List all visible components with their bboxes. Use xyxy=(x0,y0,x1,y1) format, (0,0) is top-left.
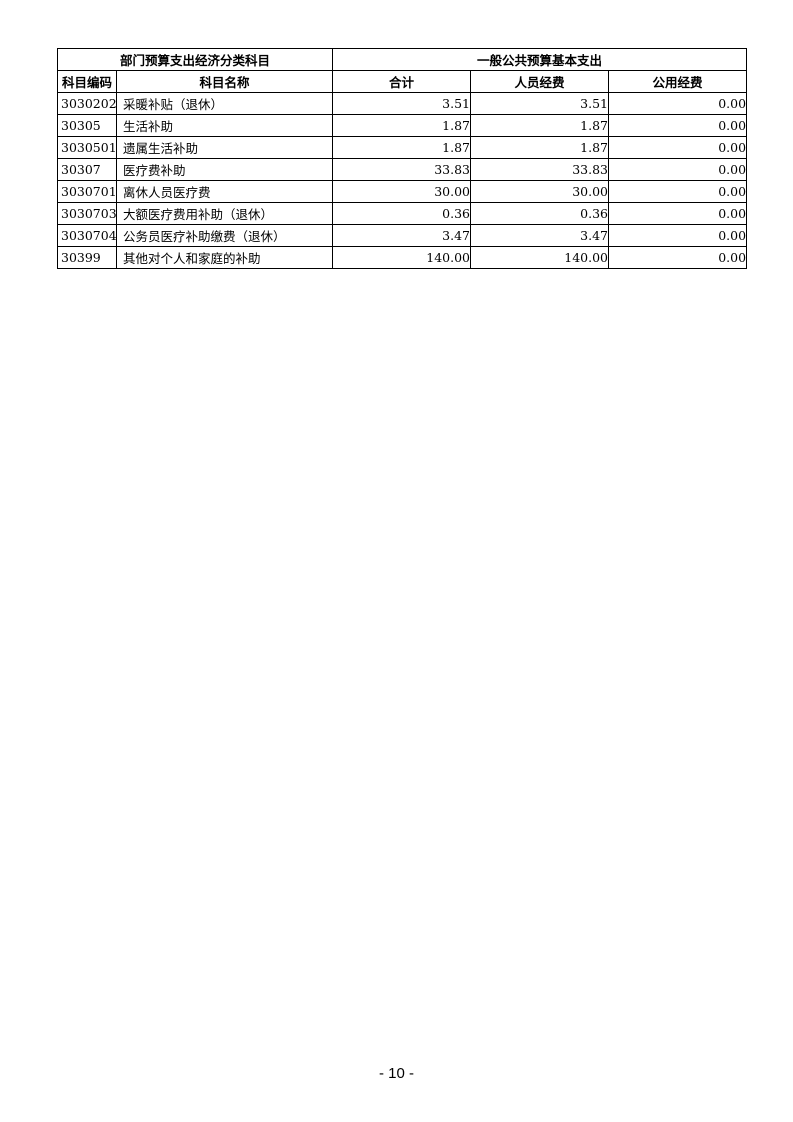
cell-code: 3030501 xyxy=(57,136,117,159)
cell-public: 0.00 xyxy=(608,136,748,159)
cell-personnel: 1.87 xyxy=(470,136,610,159)
column-header-total: 合计 xyxy=(332,70,472,93)
cell-public: 0.00 xyxy=(608,246,748,269)
table-row: 3030704 公务员医疗补助缴费（退休） 3.47 3.47 0.00 xyxy=(57,224,748,247)
cell-code: 3030701 xyxy=(57,180,117,203)
cell-public: 0.00 xyxy=(608,224,748,247)
group-header-classification: 部门预算支出经济分类科目 xyxy=(56,48,334,71)
table-row: 30305 生活补助 1.87 1.87 0.00 xyxy=(57,114,748,137)
column-header-row: 科目编码 科目名称 合计 人员经费 公用经费 xyxy=(57,70,748,93)
cell-total: 3.51 xyxy=(332,92,472,115)
cell-personnel: 0.36 xyxy=(470,202,610,225)
cell-total: 30.00 xyxy=(332,180,472,203)
cell-public: 0.00 xyxy=(608,114,748,137)
cell-total: 1.87 xyxy=(332,114,472,137)
cell-name: 公务员医疗补助缴费（退休） xyxy=(115,224,334,247)
cell-public: 0.00 xyxy=(608,180,748,203)
table-row: 3030501 遗属生活补助 1.87 1.87 0.00 xyxy=(57,136,748,159)
cell-total: 33.83 xyxy=(332,158,472,181)
cell-name: 医疗费补助 xyxy=(115,158,334,181)
cell-public: 0.00 xyxy=(608,92,748,115)
cell-personnel: 33.83 xyxy=(470,158,610,181)
cell-code: 30399 xyxy=(57,246,117,269)
group-header-basic-expenditure: 一般公共预算基本支出 xyxy=(332,48,748,71)
cell-total: 140.00 xyxy=(332,246,472,269)
cell-name: 大额医疗费用补助（退休） xyxy=(115,202,334,225)
table-row: 3030703 大额医疗费用补助（退休） 0.36 0.36 0.00 xyxy=(57,202,748,225)
group-header-row: 部门预算支出经济分类科目 一般公共预算基本支出 xyxy=(56,48,748,71)
cell-personnel: 30.00 xyxy=(470,180,610,203)
table-row: 30399 其他对个人和家庭的补助 140.00 140.00 0.00 xyxy=(57,246,748,269)
cell-name: 离休人员医疗费 xyxy=(115,180,334,203)
table-row: 3030701 离休人员医疗费 30.00 30.00 0.00 xyxy=(57,180,748,203)
page-number: - 10 - xyxy=(378,1065,414,1082)
cell-personnel: 3.47 xyxy=(470,224,610,247)
cell-name: 采暖补贴（退休） xyxy=(115,92,334,115)
column-header-code: 科目编码 xyxy=(57,70,117,93)
column-header-name: 科目名称 xyxy=(115,70,334,93)
cell-personnel: 1.87 xyxy=(470,114,610,137)
cell-total: 0.36 xyxy=(332,202,472,225)
cell-personnel: 3.51 xyxy=(470,92,610,115)
cell-code: 3030704 xyxy=(57,224,117,247)
cell-personnel: 140.00 xyxy=(470,246,610,269)
column-header-personnel: 人员经费 xyxy=(470,70,610,93)
budget-expenditure-table: 部门预算支出经济分类科目 一般公共预算基本支出 科目编码 科目名称 合计 人员经… xyxy=(56,48,748,269)
cell-name: 其他对个人和家庭的补助 xyxy=(115,246,334,269)
table-row: 3030202 采暖补贴（退休） 3.51 3.51 0.00 xyxy=(57,92,748,115)
column-header-public: 公用经费 xyxy=(608,70,748,93)
cell-code: 3030703 xyxy=(57,202,117,225)
cell-total: 1.87 xyxy=(332,136,472,159)
cell-code: 30307 xyxy=(57,158,117,181)
table-row: 30307 医疗费补助 33.83 33.83 0.00 xyxy=(57,158,748,181)
cell-name: 生活补助 xyxy=(115,114,334,137)
cell-name: 遗属生活补助 xyxy=(115,136,334,159)
cell-code: 3030202 xyxy=(57,92,117,115)
cell-public: 0.00 xyxy=(608,202,748,225)
cell-total: 3.47 xyxy=(332,224,472,247)
cell-code: 30305 xyxy=(57,114,117,137)
cell-public: 0.00 xyxy=(608,158,748,181)
